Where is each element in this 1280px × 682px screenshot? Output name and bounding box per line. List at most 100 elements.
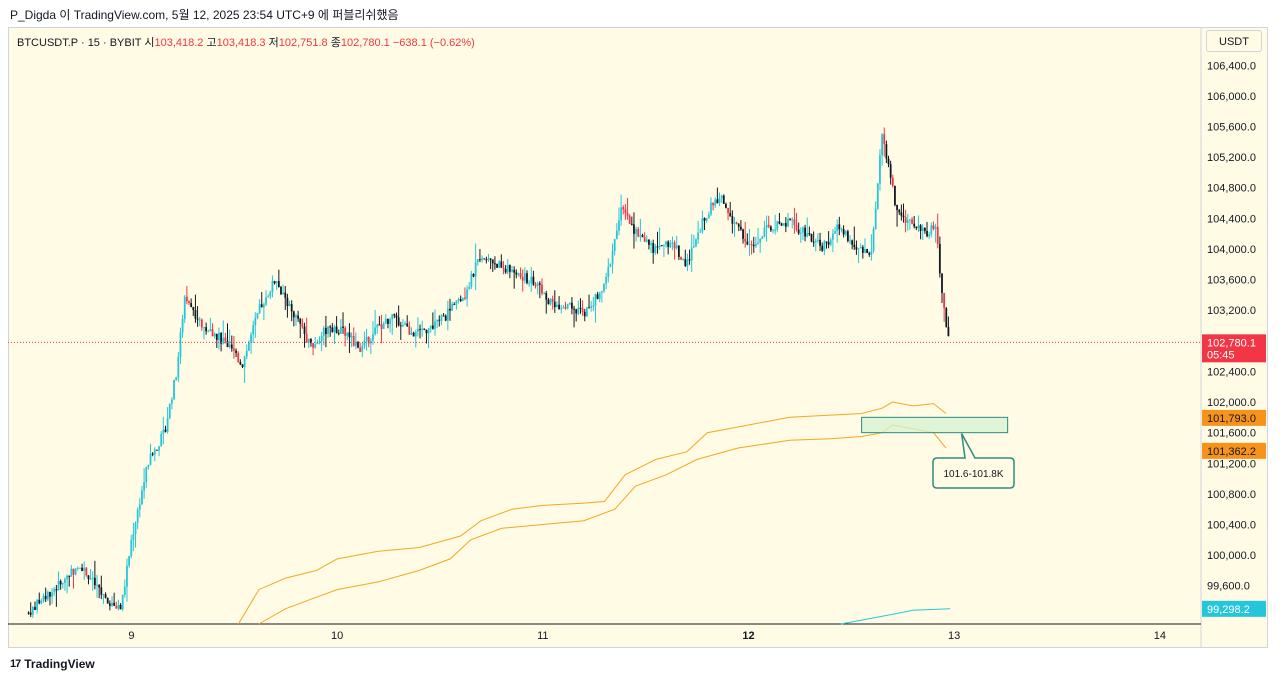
candle-body [55,589,58,591]
candle-body [416,328,419,332]
candle-body [866,249,869,253]
x-tick-label: 9 [128,630,134,642]
candle-body [776,221,779,230]
candle-body [810,233,813,242]
candle-body [767,224,770,227]
candle-body [205,327,208,332]
candle-body [357,342,359,348]
candle-body [410,332,413,335]
candle-body [262,304,265,308]
candle-body [333,326,336,333]
candle-body [361,346,364,352]
candle-body [780,223,783,226]
candle-body [742,229,744,239]
candle-body [782,223,785,226]
candle-body [547,299,550,305]
candle-body [374,327,377,335]
candle-body [233,348,235,351]
candle-body [310,338,312,344]
candle-body [307,338,310,343]
candle-body [406,323,409,327]
high-label: 고 [206,37,217,49]
candle-body [494,263,496,265]
y-tick-label: 101,200.0 [1207,458,1256,470]
candle-body [457,299,460,301]
candle-body [722,195,725,204]
candle-body [36,599,39,610]
candle-body [729,213,732,217]
candle-body [57,580,60,591]
price-chart[interactable]: 99,600.0 100,000.0 100,400.0 100,800.0 101,2… [8,27,1268,648]
candle-body [215,333,218,341]
candle-body [838,224,841,230]
candle-body [89,578,92,580]
candle-body [387,318,389,324]
symbol-label[interactable]: BTCUSDT.P · 15 · BYBIT [17,37,142,49]
candle-body [699,231,702,233]
currency-button[interactable]: USDT [1206,30,1262,52]
candle-body [725,203,727,208]
candle-body [618,220,620,231]
candle-body [397,317,400,326]
candle-body [652,243,655,253]
candle-body [876,183,879,209]
candle-body [143,482,145,491]
candle-body [429,325,432,329]
candle-body [354,342,357,346]
support-zone[interactable] [861,416,1009,434]
candle-body [464,297,466,299]
candle-body [648,239,650,245]
candle-body [911,219,913,224]
candle-body [87,575,90,580]
candle-body [710,202,712,215]
close-label: 종 [330,37,341,49]
candle-body [442,315,445,317]
candle-body [260,304,263,308]
indicator-price-label: 99,298.2 [1207,604,1250,616]
candle-body [536,283,539,286]
candle-body [904,217,907,223]
close-value: 102,780.1 [340,37,390,49]
candle-body [314,344,317,348]
candle-body [192,307,195,311]
candle-body [748,244,751,246]
candle-body [162,429,165,434]
candle-body [395,315,398,318]
footer-brand[interactable]: 17 TradingView [10,657,95,671]
candle-body [211,329,214,337]
candle-body [491,259,494,264]
candle-body [438,319,441,321]
candle-body [600,291,603,293]
candle-body [170,399,173,404]
candle-body [363,340,366,347]
candle-body [250,334,252,343]
candle-body [209,329,212,332]
candle-body [817,239,819,241]
candle-body [183,296,186,319]
candle-body [376,324,379,328]
candle-body [941,273,943,293]
candle-body [76,567,79,569]
candle-body [508,264,511,272]
candle-body [40,601,43,604]
candle-body [842,229,845,235]
y-tick-label: 99,600.0 [1207,581,1250,593]
zone-callout[interactable] [932,433,1015,489]
candle-body [581,308,584,312]
publish-info: P_Digda 이 TradingView.com, 5월 12, 2025 2… [10,8,399,22]
candle-body [339,326,342,334]
candle-body [91,577,94,579]
candle-body [549,298,552,305]
candle-body [479,259,481,261]
candle-body [906,220,909,223]
candle-body [29,612,32,615]
candle-body [27,612,30,614]
y-tick-label: 105,600.0 [1207,122,1256,134]
candle-body [31,606,34,615]
candle-body [419,328,421,330]
candle-body [821,245,824,251]
candle-body [735,222,738,225]
candle-body [128,556,131,566]
candle-body [889,164,892,178]
candle-body [331,327,334,333]
